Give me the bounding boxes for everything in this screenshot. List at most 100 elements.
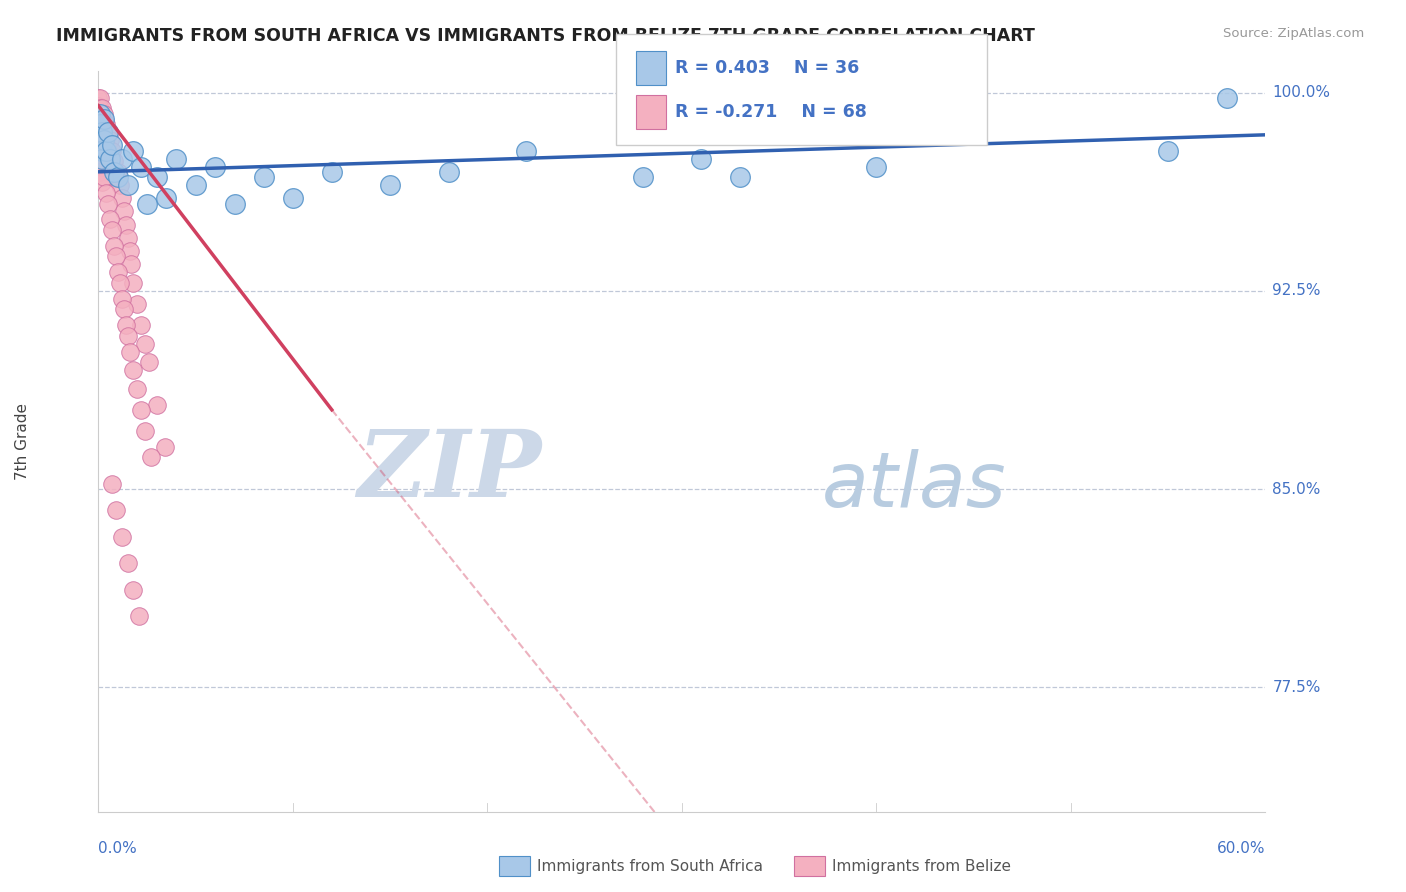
Point bbox=[253, 170, 276, 185]
Point bbox=[93, 106, 115, 120]
Point bbox=[146, 170, 169, 185]
Point bbox=[515, 144, 537, 158]
Point bbox=[87, 106, 110, 120]
Point bbox=[97, 125, 120, 139]
Point bbox=[98, 152, 121, 166]
Text: R = -0.271    N = 68: R = -0.271 N = 68 bbox=[675, 103, 866, 121]
Point bbox=[117, 178, 139, 192]
Point bbox=[89, 117, 111, 131]
Point bbox=[108, 178, 131, 192]
Point bbox=[98, 212, 121, 227]
Point bbox=[281, 191, 304, 205]
Point bbox=[153, 440, 176, 454]
Point bbox=[111, 530, 134, 544]
Point bbox=[89, 120, 111, 134]
Point bbox=[87, 144, 110, 158]
Point bbox=[184, 178, 207, 192]
Point bbox=[103, 165, 125, 179]
Point bbox=[93, 133, 115, 147]
Point bbox=[89, 112, 111, 126]
Point bbox=[103, 154, 125, 169]
Point bbox=[122, 144, 145, 158]
Point bbox=[96, 133, 118, 147]
Point bbox=[101, 476, 124, 491]
Point bbox=[117, 328, 139, 343]
Point bbox=[1157, 144, 1180, 158]
Point bbox=[128, 609, 150, 624]
Point bbox=[112, 302, 135, 317]
Point bbox=[321, 165, 343, 179]
Point bbox=[117, 556, 139, 570]
Point bbox=[107, 170, 129, 185]
Point bbox=[118, 244, 141, 259]
Point bbox=[98, 149, 121, 163]
Text: 85.0%: 85.0% bbox=[1272, 482, 1320, 497]
Point bbox=[129, 318, 152, 333]
Point bbox=[134, 424, 156, 438]
Point bbox=[89, 106, 111, 120]
Point bbox=[91, 175, 114, 190]
Point bbox=[93, 112, 115, 126]
Point bbox=[129, 402, 152, 417]
Point bbox=[91, 122, 114, 136]
Point bbox=[121, 257, 143, 271]
Point bbox=[111, 191, 134, 205]
Point bbox=[87, 91, 110, 105]
Point bbox=[129, 160, 152, 174]
Point bbox=[97, 196, 120, 211]
Point bbox=[146, 397, 169, 411]
Point bbox=[98, 133, 121, 147]
Point bbox=[224, 196, 246, 211]
Point bbox=[96, 144, 118, 158]
Text: 60.0%: 60.0% bbox=[1218, 841, 1265, 856]
Point bbox=[91, 101, 114, 115]
Point bbox=[122, 276, 145, 290]
Point bbox=[89, 165, 111, 179]
Point bbox=[107, 165, 129, 179]
Point bbox=[89, 101, 111, 115]
Point bbox=[114, 318, 136, 333]
Point bbox=[127, 382, 149, 396]
Point bbox=[690, 152, 713, 166]
Point bbox=[138, 355, 160, 369]
Text: 7th Grade: 7th Grade bbox=[15, 403, 30, 480]
Text: 0.0%: 0.0% bbox=[98, 841, 138, 856]
Point bbox=[103, 239, 125, 253]
Point bbox=[865, 160, 887, 174]
Point bbox=[139, 450, 162, 465]
Text: Immigrants from South Africa: Immigrants from South Africa bbox=[537, 859, 763, 873]
Point bbox=[91, 112, 114, 126]
Point bbox=[93, 128, 115, 142]
Point bbox=[134, 336, 156, 351]
Point bbox=[155, 191, 177, 205]
Point bbox=[101, 223, 124, 237]
Point bbox=[104, 503, 127, 517]
Text: 92.5%: 92.5% bbox=[1272, 284, 1320, 298]
Point bbox=[97, 144, 120, 158]
Point bbox=[101, 138, 124, 153]
Point bbox=[96, 186, 118, 200]
Point bbox=[93, 117, 115, 131]
Point bbox=[89, 91, 111, 105]
Point bbox=[111, 152, 134, 166]
Point bbox=[136, 196, 159, 211]
Point bbox=[91, 144, 114, 158]
Text: Source: ZipAtlas.com: Source: ZipAtlas.com bbox=[1223, 27, 1364, 40]
Point bbox=[730, 170, 752, 185]
Point bbox=[114, 218, 136, 232]
Point bbox=[91, 125, 114, 139]
Point bbox=[631, 170, 654, 185]
Point bbox=[111, 292, 134, 306]
Point bbox=[127, 297, 149, 311]
Point bbox=[112, 204, 135, 219]
Point bbox=[378, 178, 402, 192]
Point bbox=[107, 265, 129, 279]
Point bbox=[1215, 91, 1237, 105]
Point bbox=[108, 276, 131, 290]
Point bbox=[89, 128, 111, 142]
Point bbox=[118, 344, 141, 359]
Text: 100.0%: 100.0% bbox=[1272, 85, 1330, 100]
Text: ZIP: ZIP bbox=[357, 426, 541, 516]
Point bbox=[165, 152, 187, 166]
Point bbox=[97, 125, 120, 139]
